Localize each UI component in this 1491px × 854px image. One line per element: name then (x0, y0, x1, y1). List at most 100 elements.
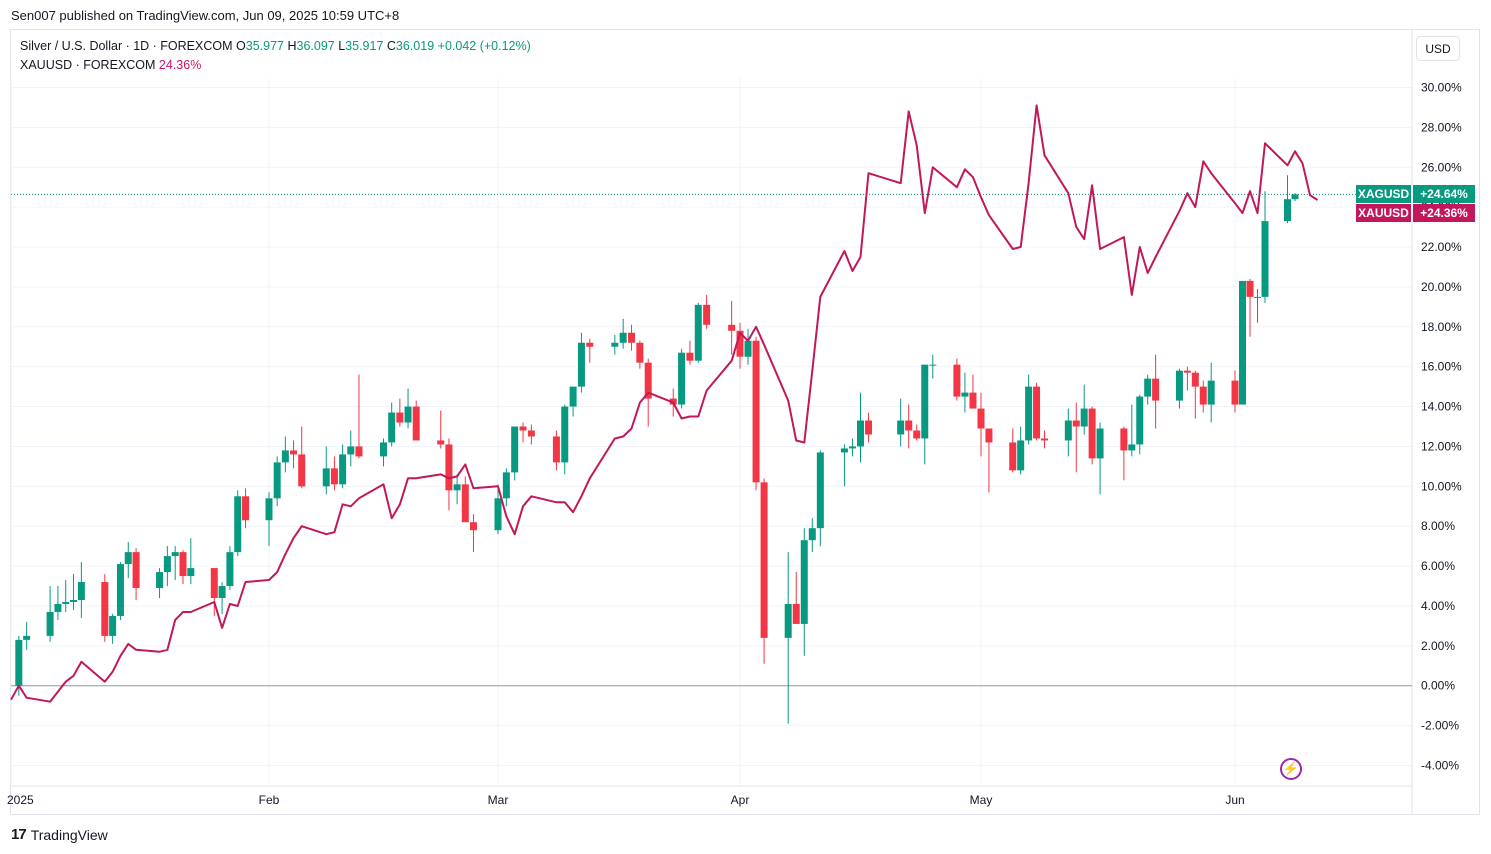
candle-body (469, 522, 477, 531)
candle (461, 476, 469, 523)
candle (1120, 426, 1128, 481)
open-label: O (236, 39, 246, 53)
candle (1009, 428, 1017, 473)
candle (744, 328, 752, 365)
candle (511, 426, 519, 481)
candle (70, 574, 78, 610)
candle-body (1088, 408, 1096, 459)
candle-body (961, 392, 969, 397)
lightning-icon[interactable]: ⚡ (1280, 758, 1302, 780)
tradingview-brand[interactable]: 17 TradingView (11, 826, 108, 843)
candle (678, 348, 686, 409)
candle-body (1033, 386, 1041, 439)
close-label: C (386, 39, 396, 53)
candle-body (619, 332, 627, 343)
grid-lines (10, 78, 1412, 786)
candle-body (388, 412, 396, 443)
candle (54, 586, 62, 620)
y-tick-label: 6.00% (1421, 559, 1455, 573)
candle (1136, 394, 1144, 455)
candle (929, 354, 937, 379)
series-value-tag: +24.64% (1420, 187, 1468, 201)
candle (985, 428, 993, 493)
candle-body (752, 340, 760, 483)
candle (953, 358, 961, 401)
high-value: 36.097 (296, 39, 335, 53)
candle-body (569, 386, 577, 407)
candle-body (1183, 370, 1191, 373)
candle (1246, 278, 1254, 337)
candle (1080, 384, 1088, 435)
main-series-legend[interactable]: Silver / U.S. Dollar · 1D · FOREXCOM O35… (20, 39, 531, 53)
close-value: 36.019 (395, 39, 435, 53)
candle-body (611, 342, 619, 347)
y-tick-label: 10.00% (1421, 479, 1462, 493)
candle (736, 322, 744, 369)
candle-body (1025, 386, 1033, 441)
candle (469, 514, 477, 553)
candle (437, 410, 445, 449)
candle-body (116, 564, 124, 616)
candle (636, 340, 644, 369)
y-tick-label: 16.00% (1421, 360, 1462, 374)
candle-body (461, 484, 469, 523)
candle (808, 518, 816, 553)
x-tick-label: Feb (259, 793, 280, 807)
candle-body (644, 362, 652, 399)
x-tick-label: May (970, 793, 993, 807)
tradingview-logo-icon: 17 (11, 826, 27, 843)
candle-body (1152, 378, 1160, 401)
candle (412, 400, 420, 441)
candle (77, 562, 85, 618)
candle-body (816, 452, 824, 529)
candle-body (1191, 372, 1199, 387)
candle (156, 568, 164, 598)
candle (124, 542, 132, 579)
candle-body (210, 568, 218, 598)
candle (339, 444, 347, 489)
candle-body (156, 572, 164, 589)
candle (586, 338, 594, 363)
currency-button[interactable]: USD (1416, 36, 1460, 61)
candle (611, 334, 619, 355)
candle (1152, 354, 1160, 429)
candle (848, 438, 856, 457)
candle-body (347, 446, 355, 455)
candle-body (23, 635, 31, 640)
compare-series-legend[interactable]: XAUUSD · FOREXCOM 24.36% (20, 58, 201, 72)
candle-body (1239, 280, 1246, 405)
candle (921, 364, 929, 465)
candle (1291, 193, 1299, 202)
y-tick-label: 12.00% (1421, 439, 1462, 453)
series-value-tag: +24.36% (1420, 206, 1468, 220)
candle-body (290, 450, 298, 455)
candle (396, 398, 404, 427)
candle (569, 386, 577, 417)
y-tick-label: 18.00% (1421, 320, 1462, 334)
candle-body (1207, 380, 1215, 405)
x-tick-label: Mar (488, 793, 509, 807)
candle-body (70, 599, 78, 602)
candle-body (330, 468, 338, 485)
candle-body (1261, 221, 1269, 297)
y-tick-label: 4.00% (1421, 599, 1455, 613)
series-name-tag: XAGUSD (1358, 187, 1410, 201)
candle (445, 438, 453, 511)
candle (1284, 175, 1291, 224)
candle (116, 562, 124, 620)
candle-body (453, 484, 461, 491)
candle-body (897, 420, 905, 435)
candle-body (736, 330, 744, 357)
candle-body (728, 324, 736, 331)
xagusd-candles (15, 175, 1299, 724)
publisher-line: Sen007 published on TradingView.com, Jun… (11, 8, 400, 23)
candle (347, 430, 355, 467)
candle-body (1120, 428, 1128, 451)
candle (494, 484, 502, 535)
candle (62, 580, 70, 612)
candle (171, 546, 179, 581)
candle (752, 336, 760, 491)
series-value-tag-bg (1413, 204, 1475, 222)
candle-body (1199, 386, 1207, 405)
